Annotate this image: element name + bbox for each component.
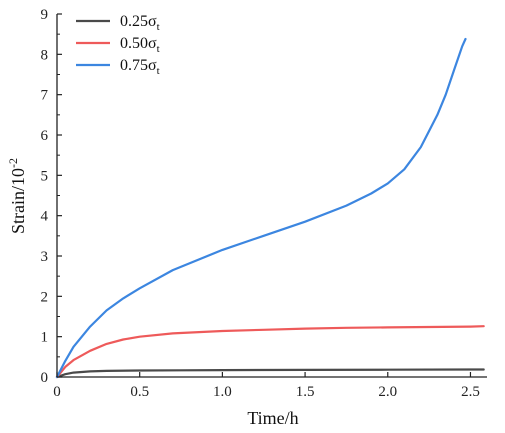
y-tick-label: 7 — [41, 88, 49, 104]
series-line — [55, 325, 485, 379]
y-tick-label: 8 — [41, 47, 49, 63]
series-line — [55, 37, 467, 379]
y-tick-label: 2 — [41, 289, 49, 305]
x-axis-label: Time/h — [247, 408, 298, 428]
legend-label: 0.50σt — [120, 35, 160, 55]
series-line — [55, 368, 485, 379]
y-tick-label: 5 — [41, 168, 49, 184]
x-tick-label: 0 — [53, 384, 61, 400]
x-axis-ticks: 0 0.5 1.0 1.5 2.0 2.5 — [53, 372, 480, 400]
series-lines — [55, 37, 485, 379]
x-tick-label: 2.0 — [378, 384, 397, 400]
x-tick-label: 1.0 — [213, 384, 232, 400]
y-tick-label: 3 — [41, 249, 49, 265]
x-tick-label: 2.5 — [461, 384, 480, 400]
y-axis-label-base: Strain/10 — [8, 168, 28, 234]
y-tick-label: 6 — [41, 128, 49, 144]
y-tick-label: 1 — [41, 330, 49, 346]
legend-label: 0.75σt — [120, 57, 160, 77]
y-tick-label: 0 — [41, 370, 49, 386]
y-axis-ticks: 0 1 2 3 4 5 6 7 8 9 — [41, 7, 62, 386]
x-tick-label: 1.5 — [296, 384, 315, 400]
y-axis-label: Strain/10-2 — [6, 158, 28, 234]
y-tick-label: 9 — [41, 7, 49, 23]
y-axis-label-exponent: -2 — [6, 158, 20, 168]
x-tick-label: 0.5 — [130, 384, 149, 400]
y-tick-label: 4 — [41, 209, 49, 225]
legend-label: 0.25σt — [120, 13, 160, 33]
